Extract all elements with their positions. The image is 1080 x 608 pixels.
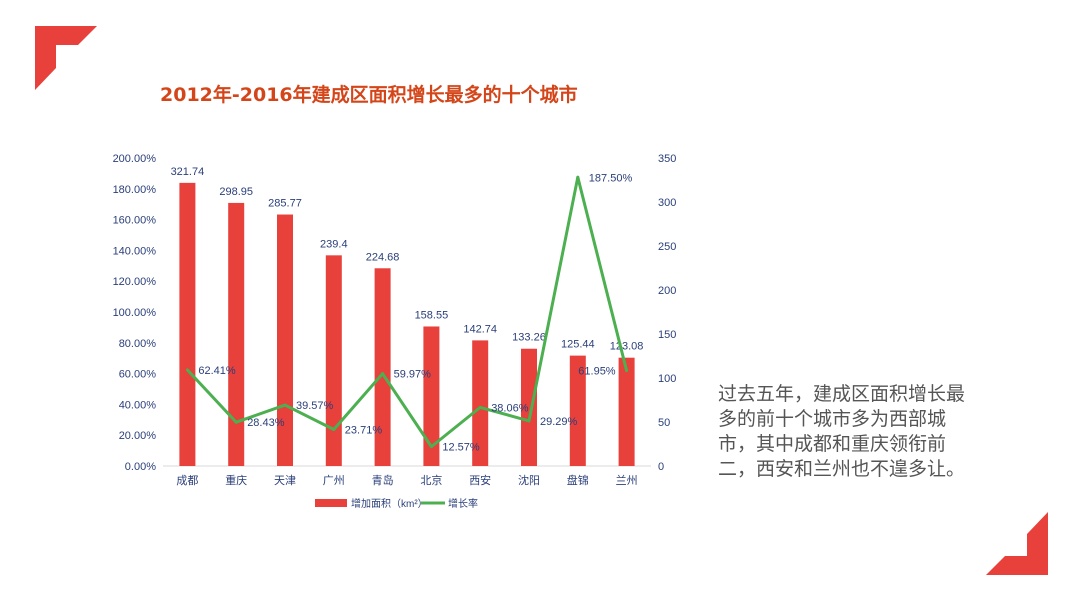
- left-axis-tick: 60.00%: [119, 369, 157, 381]
- page-title: 2012年-2016年建成区面积增长最多的十个城市: [160, 84, 578, 106]
- right-axis-tick: 50: [658, 417, 670, 429]
- line-data-label: 62.41%: [198, 365, 236, 377]
- line-point: [576, 175, 580, 179]
- right-axis-tick: 250: [658, 241, 676, 253]
- line-data-label: 187.50%: [589, 172, 633, 184]
- bar: [179, 182, 196, 466]
- x-axis-tick: 天津: [274, 474, 296, 487]
- bar: [374, 268, 391, 466]
- left-axis-tick: 100.00%: [113, 307, 157, 319]
- x-axis-tick: 西安: [469, 473, 491, 487]
- bar-data-label: 158.55: [415, 309, 449, 321]
- bar: [618, 357, 635, 466]
- bar: [325, 255, 342, 466]
- bar-data-label: 123.08: [610, 341, 644, 353]
- left-axis-tick: 0.00%: [125, 461, 156, 473]
- line-data-label: 61.95%: [578, 366, 616, 378]
- right-axis-tick: 200: [658, 285, 676, 297]
- bar: [228, 202, 245, 466]
- left-axis-tick: 80.00%: [119, 338, 157, 350]
- bar-data-label: 285.77: [268, 198, 302, 210]
- line-point: [429, 445, 433, 449]
- bar-data-label: 125.44: [561, 339, 595, 351]
- left-axis-tick: 140.00%: [113, 245, 157, 257]
- right-axis-tick: 100: [658, 373, 676, 385]
- x-axis-tick: 兰州: [616, 474, 638, 487]
- left-axis-tick: 20.00%: [119, 430, 157, 442]
- right-axis-tick: 0: [658, 461, 664, 473]
- legend-label-bar: 增加面积（km²）: [351, 497, 428, 510]
- x-axis-tick: 北京: [420, 473, 442, 487]
- line-data-label: 39.57%: [296, 400, 334, 412]
- growth-rate-line: [186, 175, 629, 449]
- line-data-label: 29.29%: [540, 416, 578, 428]
- left-axis-tick: 180.00%: [113, 184, 157, 196]
- line-data-label: 23.71%: [345, 424, 383, 436]
- left-axis-tick: 200.00%: [113, 153, 157, 165]
- line-point: [185, 368, 189, 372]
- legend-swatch-bar: [315, 499, 347, 507]
- bar-data-label: 298.95: [219, 186, 253, 198]
- legend-label-line: 增长率: [448, 497, 478, 510]
- bar: [569, 355, 586, 466]
- line-point: [234, 420, 238, 424]
- right-axis-tick: 350: [658, 153, 676, 165]
- line-point: [381, 372, 385, 376]
- bar: [521, 348, 537, 466]
- left-axis-tick: 120.00%: [113, 276, 157, 288]
- x-axis-tick: 广州: [323, 474, 345, 487]
- left-axis-tick: 160.00%: [113, 215, 157, 227]
- x-axis-tick: 成都: [176, 474, 198, 487]
- line-data-label: 59.97%: [394, 369, 432, 381]
- bar: [423, 326, 440, 466]
- corner-decoration-bottom-right: [986, 512, 1048, 575]
- line-point: [283, 403, 287, 407]
- line-point: [332, 427, 336, 431]
- bar-data-label: 224.68: [366, 251, 400, 263]
- line-point: [527, 419, 531, 423]
- line-data-label: 12.57%: [442, 442, 480, 454]
- bar-data-label: 321.74: [171, 166, 205, 178]
- side-text: 过去五年，建成区面积增长最多的前十个城市多为西部城市，其中成都和重庆领衔前二，西…: [718, 383, 966, 480]
- line-point: [478, 405, 482, 409]
- x-axis-tick: 盘锦: [567, 473, 589, 487]
- x-axis-tick: 重庆: [225, 473, 247, 487]
- x-axis-tick: 青岛: [372, 473, 394, 487]
- bar-data-label: 142.74: [463, 323, 497, 335]
- x-axis-tick: 沈阳: [518, 473, 540, 487]
- bar-data-label: 133.26: [512, 332, 546, 344]
- line-point: [625, 369, 629, 373]
- left-axis-tick: 40.00%: [119, 399, 157, 411]
- bar-data-label: 239.4: [320, 238, 348, 250]
- bar: [277, 214, 293, 466]
- bar: [472, 340, 489, 466]
- corner-decoration-top-left: [35, 26, 97, 90]
- right-axis-tick: 150: [658, 329, 676, 341]
- line-data-label: 38.06%: [491, 402, 529, 414]
- line-data-label: 28.43%: [247, 417, 285, 429]
- right-axis-tick: 300: [658, 197, 676, 209]
